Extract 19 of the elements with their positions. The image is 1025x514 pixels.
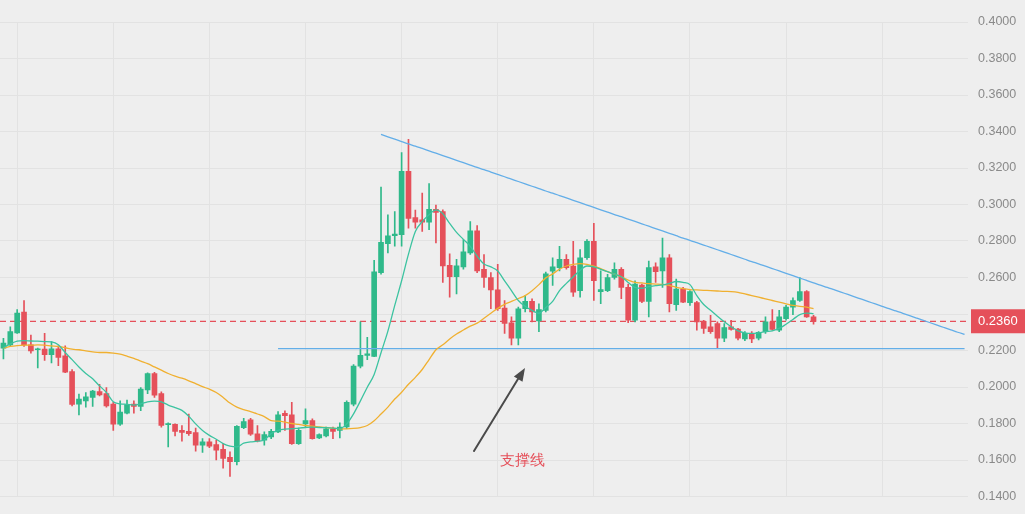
line-series (2, 209, 815, 448)
y-tick-label: 0.3600 (978, 87, 1017, 102)
ref-line-label: 0.2360 (978, 312, 1018, 328)
y-tick-label: 0.3400 (978, 123, 1017, 138)
y-tick-label: 0.2200 (978, 342, 1017, 357)
y-tick-label: 0.3800 (978, 50, 1017, 65)
y-tick-label: 0.1800 (978, 415, 1017, 430)
y-tick-label: 0.2000 (978, 379, 1017, 394)
y-tick-label: 0.3000 (978, 196, 1017, 211)
y-tick-label: 0.4000 (978, 14, 1017, 29)
y-tick-label: 0.2800 (978, 233, 1017, 248)
line-series (380, 133, 966, 336)
y-tick-label: 0.1400 (978, 488, 1017, 503)
candlestick (165, 422, 172, 448)
y-tick-label: 0.2600 (978, 269, 1017, 284)
y-tick-label: 0.3200 (978, 160, 1017, 175)
y-tick-label: 0.1600 (978, 452, 1017, 467)
candlestick (34, 347, 41, 369)
annotation: 支撑线 (500, 451, 545, 469)
